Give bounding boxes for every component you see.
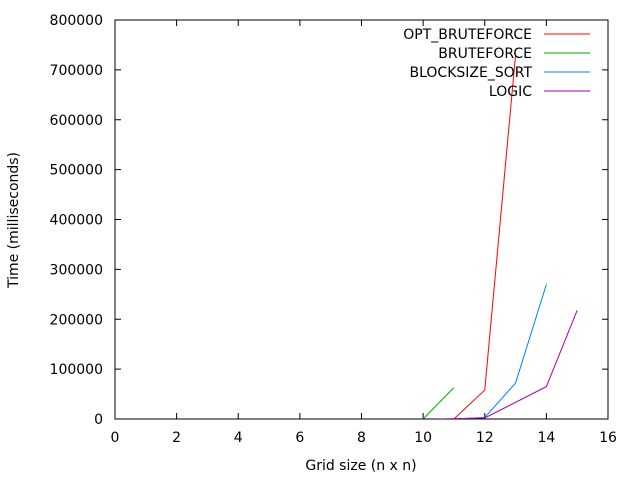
legend-label-logic: LOGIC — [489, 84, 532, 100]
series-line-opt-bruteforce — [453, 54, 517, 419]
x-tick-label: 16 — [599, 430, 617, 446]
x-tick-label: 4 — [234, 430, 243, 446]
x-tick-label: 10 — [414, 430, 432, 446]
y-tick-label: 500000 — [50, 163, 103, 179]
x-tick-label: 12 — [476, 430, 494, 446]
y-tick-label: 200000 — [50, 312, 103, 328]
y-tick-label: 700000 — [50, 63, 103, 79]
x-tick-labels: 0 2 4 6 8 10 12 14 16 — [111, 430, 617, 446]
y-tick-label: 800000 — [50, 13, 103, 29]
y-tick-label: 300000 — [50, 262, 103, 278]
y-axis-label: Time (milliseconds) — [6, 152, 22, 289]
x-axis-label: Grid size (n x n) — [305, 458, 416, 474]
y-tick-label: 600000 — [50, 113, 103, 129]
x-tick-label: 6 — [295, 430, 304, 446]
x-tick-label: 0 — [111, 430, 120, 446]
series-line-bruteforce — [422, 387, 455, 419]
y-tick-label: 400000 — [50, 213, 103, 229]
legend-label-bruteforce: BRUTEFORCE — [438, 46, 532, 62]
y-tick-labels: 0 100000 200000 300000 400000 500000 600000 700… — [50, 13, 103, 428]
y-tick-label: 100000 — [50, 362, 103, 378]
x-tick-label: 2 — [172, 430, 181, 446]
legend-label-opt-bruteforce: OPT_BRUTEFORCE — [403, 27, 532, 43]
series-layer — [422, 54, 578, 419]
series-line-logic — [438, 310, 578, 419]
x-tick-label: 14 — [537, 430, 555, 446]
legend: OPT_BRUTEFORCE BRUTEFORCE BLOCKSIZE_SORT LO… — [403, 27, 590, 100]
series-line-blocksize-sort — [453, 284, 547, 419]
y-tick-label: 0 — [94, 412, 103, 428]
legend-label-blocksize-sort: BLOCKSIZE_SORT — [410, 65, 533, 81]
tick-marks — [114, 19, 609, 420]
x-tick-label: 8 — [357, 430, 366, 446]
plot-frame — [114, 19, 609, 420]
